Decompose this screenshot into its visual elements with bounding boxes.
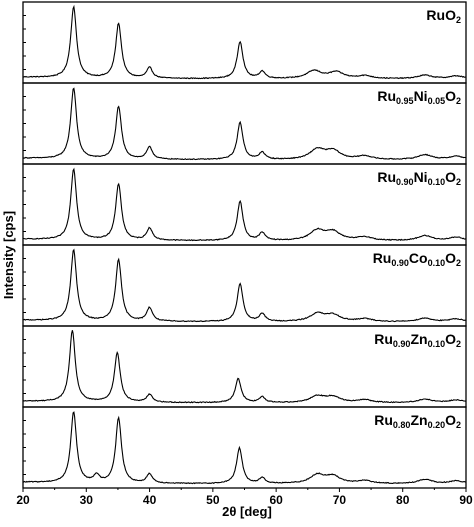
x-tick-label: 60	[269, 493, 283, 507]
xrd-pattern-line	[22, 4, 466, 80]
panel-label: Ru0.90Co0.10O2	[373, 250, 461, 268]
xrd-pattern-line	[22, 248, 466, 323]
panel-label: Ru0.90Ni0.10O2	[377, 169, 461, 187]
panel-frame	[22, 1, 467, 84]
x-tick-label: 80	[396, 493, 410, 507]
x-tick-label: 20	[16, 493, 30, 507]
xrd-pattern-line	[22, 330, 466, 404]
x-axis-ticks: 20 30 40 50 60 70 80 90	[16, 488, 473, 507]
panel-4: Ru0.90Co0.10O2	[22, 244, 467, 327]
x-tick-label: 30	[80, 493, 94, 507]
x-tick-label: 50	[206, 493, 220, 507]
panels-group: RuO2 Ru0.95Ni0.05O2 Ru0.90Ni0.10O2 Ru0.90Co…	[22, 1, 467, 489]
panel-label: RuO2	[426, 7, 461, 25]
panel-label: Ru0.90Zn0.10O2	[374, 331, 461, 349]
panel-3: Ru0.90Ni0.10O2	[22, 163, 467, 246]
xrd-pattern-line	[23, 167, 466, 242]
x-tick-label: 90	[459, 493, 473, 507]
panel-label: Ru0.80Zn0.20O2	[374, 412, 461, 430]
panel-1: RuO2	[22, 1, 467, 84]
panel-6: Ru0.80Zn0.20O2	[22, 406, 467, 489]
panel-2: Ru0.95Ni0.05O2	[22, 82, 467, 165]
x-axis-label: 2θ [deg]	[222, 504, 272, 519]
y-axis-label: Intensity [cps]	[1, 211, 16, 299]
x-tick-label: 70	[333, 493, 347, 507]
panel-5: Ru0.90Zn0.10O2	[22, 325, 467, 408]
xrd-pattern-line	[22, 87, 466, 161]
xrd-pattern-line	[22, 411, 466, 485]
x-tick-label: 40	[143, 493, 157, 507]
panel-label: Ru0.95Ni0.05O2	[377, 88, 461, 106]
